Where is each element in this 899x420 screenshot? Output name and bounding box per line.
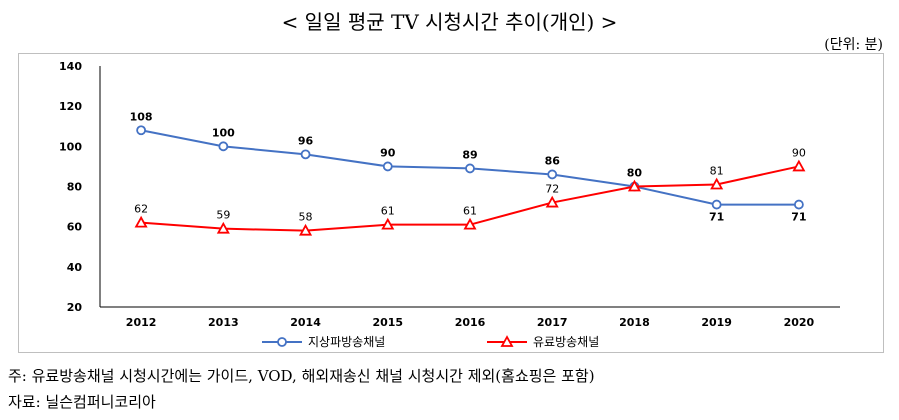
data-point bbox=[463, 217, 477, 230]
y-tick-label: 60 bbox=[67, 221, 83, 234]
legend-label: 유료방송채널 bbox=[533, 335, 599, 349]
unit-label: (단위: 분) bbox=[824, 37, 883, 53]
data-point bbox=[299, 223, 313, 236]
legend-label: 지상파방송채널 bbox=[308, 335, 385, 349]
data-point bbox=[134, 215, 148, 228]
chart-title: < 일일 평균 TV 시청시간 추이(개인) > bbox=[281, 10, 618, 34]
data-label: 80 bbox=[627, 167, 643, 180]
y-tick-label: 120 bbox=[59, 100, 82, 113]
data-point bbox=[218, 141, 229, 152]
y-tick-label: 20 bbox=[67, 301, 83, 314]
data-point bbox=[711, 199, 722, 210]
data-label: 90 bbox=[380, 146, 396, 159]
data-point bbox=[792, 159, 806, 172]
data-label: 72 bbox=[545, 183, 559, 196]
data-point bbox=[793, 199, 804, 210]
data-label: 86 bbox=[545, 154, 561, 167]
data-label: 62 bbox=[134, 203, 148, 216]
data-label: 90 bbox=[792, 146, 806, 159]
data-label: 108 bbox=[130, 110, 153, 123]
source-note: 자료: 닐슨컴퍼니코리아 bbox=[8, 393, 156, 411]
data-label: 96 bbox=[298, 134, 314, 147]
data-label: 89 bbox=[462, 148, 477, 161]
y-tick-label: 40 bbox=[67, 261, 83, 274]
data-label: 100 bbox=[212, 126, 235, 139]
data-point bbox=[300, 149, 311, 160]
y-tick-label: 140 bbox=[59, 60, 82, 73]
x-tick-label: 2016 bbox=[455, 316, 486, 329]
x-tick-label: 2017 bbox=[537, 316, 568, 329]
footnote: 주: 유료방송채널 시청시간에는 가이드, VOD, 해외재송신 채널 시청시간… bbox=[8, 367, 595, 385]
data-point bbox=[465, 163, 475, 174]
data-label: 71 bbox=[709, 211, 724, 224]
data-label: 71 bbox=[791, 211, 806, 224]
data-point bbox=[547, 169, 558, 180]
y-tick-label: 80 bbox=[67, 181, 83, 194]
data-label: 58 bbox=[299, 211, 313, 224]
chart-area bbox=[18, 53, 884, 353]
x-tick-label: 2013 bbox=[208, 316, 239, 329]
legend-marker bbox=[277, 337, 287, 347]
x-tick-label: 2014 bbox=[290, 316, 321, 329]
data-point bbox=[545, 195, 559, 208]
x-tick-label: 2018 bbox=[619, 316, 650, 329]
legend-marker bbox=[500, 335, 514, 347]
data-point bbox=[710, 177, 724, 190]
data-label: 81 bbox=[710, 164, 724, 177]
data-point bbox=[627, 179, 641, 192]
y-tick-label: 100 bbox=[59, 140, 82, 153]
data-point bbox=[136, 125, 147, 136]
data-label: 59 bbox=[216, 209, 230, 222]
data-point bbox=[381, 217, 395, 230]
x-tick-label: 2019 bbox=[701, 316, 732, 329]
data-point bbox=[382, 161, 393, 172]
data-point bbox=[216, 221, 230, 234]
x-tick-label: 2015 bbox=[372, 316, 403, 329]
x-tick-label: 2012 bbox=[126, 316, 157, 329]
x-tick-label: 2020 bbox=[784, 316, 815, 329]
data-label: 61 bbox=[381, 205, 395, 218]
data-label: 61 bbox=[463, 205, 477, 218]
